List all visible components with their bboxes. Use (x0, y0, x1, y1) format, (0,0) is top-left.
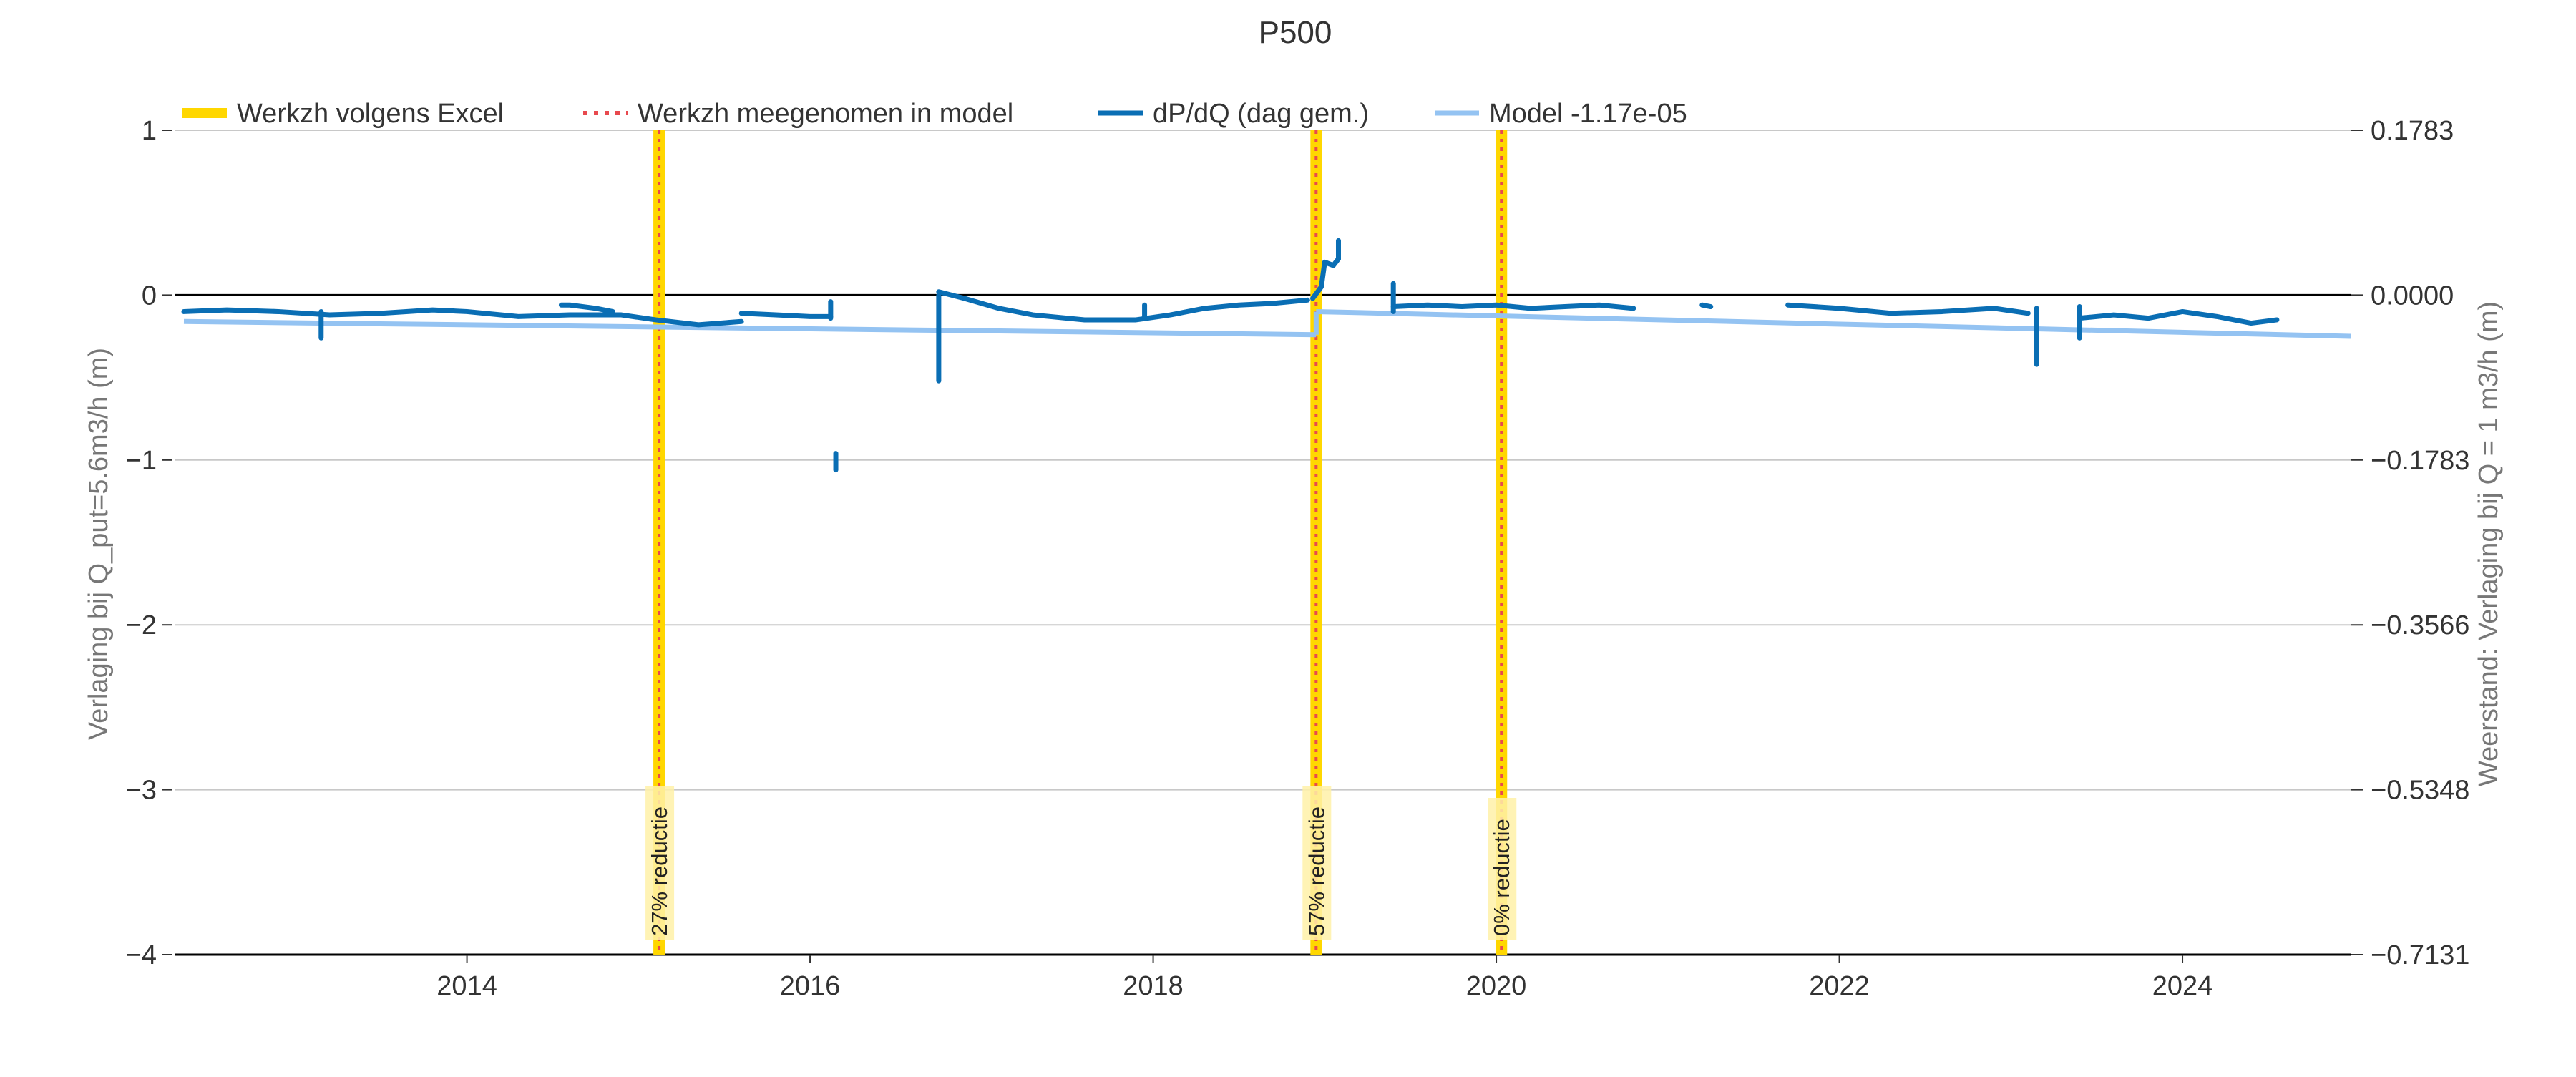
dpdq-line (1310, 256, 1341, 301)
event-annotation: 57% reductie (1302, 786, 1332, 940)
x-tick-label: 2014 (436, 971, 497, 1001)
y-tick-label-right: 0.0000 (2371, 281, 2454, 311)
legend-label: Werkzh meegenomen in model (638, 99, 1013, 129)
x-tick-label: 2016 (780, 971, 841, 1001)
x-tick-label: 2022 (1809, 971, 1870, 1001)
dpdq-line (558, 302, 615, 314)
dpdq-line (738, 311, 834, 319)
event-label: 57% reductie (1304, 806, 1329, 936)
legend-label: Model -1.17e-05 (1489, 99, 1687, 129)
model-line (183, 318, 1317, 338)
y-tick-label-left: −1 (126, 446, 157, 476)
x-tick-label: 2024 (2152, 971, 2213, 1001)
event-annotation: 0% reductie (1488, 798, 1517, 940)
y-tick-label-right: −0.5348 (2371, 776, 2469, 806)
event-label-box (1488, 798, 1517, 940)
legend-label: Werkzh volgens Excel (237, 99, 504, 129)
event-label: 27% reductie (647, 806, 672, 936)
grid-lines (175, 130, 2351, 956)
x-tick-label: 2020 (1466, 971, 1527, 1001)
chart-title: P500 (1259, 15, 1332, 50)
legend-label: dP/dQ (dag gem.) (1153, 99, 1369, 129)
legend: Werkzh volgens Excel Werkzh meegenomen in… (182, 99, 1687, 129)
y-tick-label-left: −4 (126, 940, 157, 970)
x-tick-label: 2018 (1123, 971, 1184, 1001)
y-axis-left-label: Verlaging bij Q_put=5.6m3/h (m) (84, 348, 114, 740)
dpdq-line (2077, 308, 2280, 326)
y-tick-label-right: −0.1783 (2371, 446, 2469, 476)
y-tick-label-right: −0.7131 (2371, 940, 2469, 970)
event-annotation: 27% reductie (645, 786, 675, 940)
dpdq-line (1390, 302, 1636, 311)
model-line (1316, 308, 2351, 339)
dpdq-line (1699, 302, 1714, 310)
y-tick-label-right: 0.1783 (2371, 116, 2454, 146)
event-bands: 27% reductie 57% reductie 0% reductie (645, 130, 1517, 955)
y-tick-label-left: 0 (142, 281, 157, 311)
event-label-box (645, 786, 675, 940)
y-tick-label-left: 1 (142, 116, 157, 146)
y-axis-right-label: Weerstand: Verlaging bij Q = 1 m3/h (m) (2474, 301, 2504, 786)
event-label: 0% reductie (1489, 819, 1514, 936)
y-tick-label-left: −3 (126, 776, 157, 806)
y-tick-label-right: −0.3566 (2371, 610, 2469, 640)
series-lines (181, 238, 2351, 473)
axes: 1 0.1783 0 0.0000 −1 −0.1783 −2 −0.3566 −3 −0.534… (126, 116, 2470, 1001)
dpdq-line (1785, 302, 2031, 316)
dpdq-line (181, 307, 744, 328)
dpdq-line (936, 289, 1310, 323)
y-tick-label-left: −2 (126, 610, 157, 640)
event-label-box (1302, 786, 1332, 940)
